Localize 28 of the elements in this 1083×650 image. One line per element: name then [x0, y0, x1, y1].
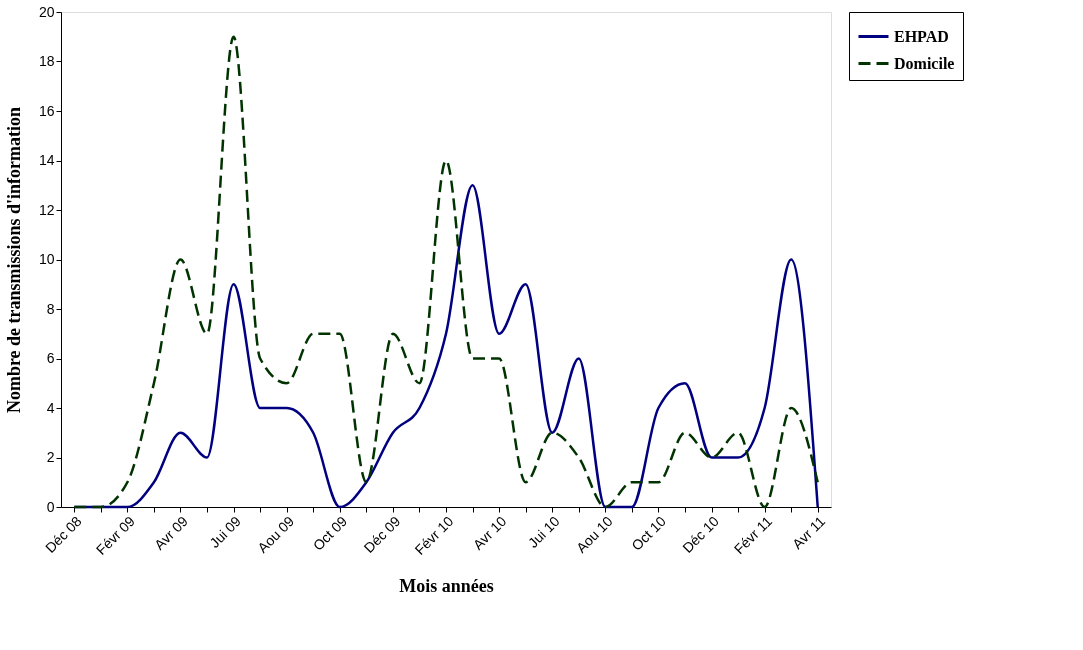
y-tick-label: 18 — [38, 53, 55, 69]
y-tick-label: 10 — [38, 251, 55, 267]
x-tick-label: Déc 08 — [41, 512, 85, 556]
x-tick-label: Aou 10 — [573, 512, 616, 556]
line-series — [73, 35, 819, 509]
y-tick-label: 8 — [46, 300, 55, 317]
y-tick-label: 16 — [38, 102, 55, 119]
y-tick-label: 2 — [46, 449, 55, 465]
y-tick-label: 14 — [38, 152, 55, 168]
x-tick-label: Avr 10 — [469, 512, 510, 553]
x-tick-label: Oct 10 — [628, 512, 669, 554]
y-tick-label: 12 — [38, 201, 55, 218]
y-tick-label: 20 — [38, 3, 55, 20]
y-axis-title: Nombre de transmissions d'information — [3, 106, 24, 414]
x-tick-label: Déc 10 — [679, 512, 723, 556]
legend-label: EHPAD — [894, 27, 949, 45]
x-tick-label: Oct 09 — [309, 512, 351, 554]
x-tick-label: Avr 09 — [151, 512, 192, 553]
x-tick-label: Aou 09 — [254, 512, 298, 556]
x-tick-label: Déc 09 — [360, 512, 404, 556]
x-axis-title: Mois années — [399, 575, 494, 596]
y-tick-label: 0 — [46, 498, 55, 515]
y-tick-label: 6 — [46, 350, 55, 366]
y-tick-label: 4 — [46, 399, 55, 416]
legend-label: Domicile — [894, 54, 955, 72]
x-tick-label: Avr 11 — [789, 512, 829, 553]
x-tick-label: Jui 10 — [524, 512, 563, 551]
x-tick-label: Jui 09 — [206, 512, 245, 551]
